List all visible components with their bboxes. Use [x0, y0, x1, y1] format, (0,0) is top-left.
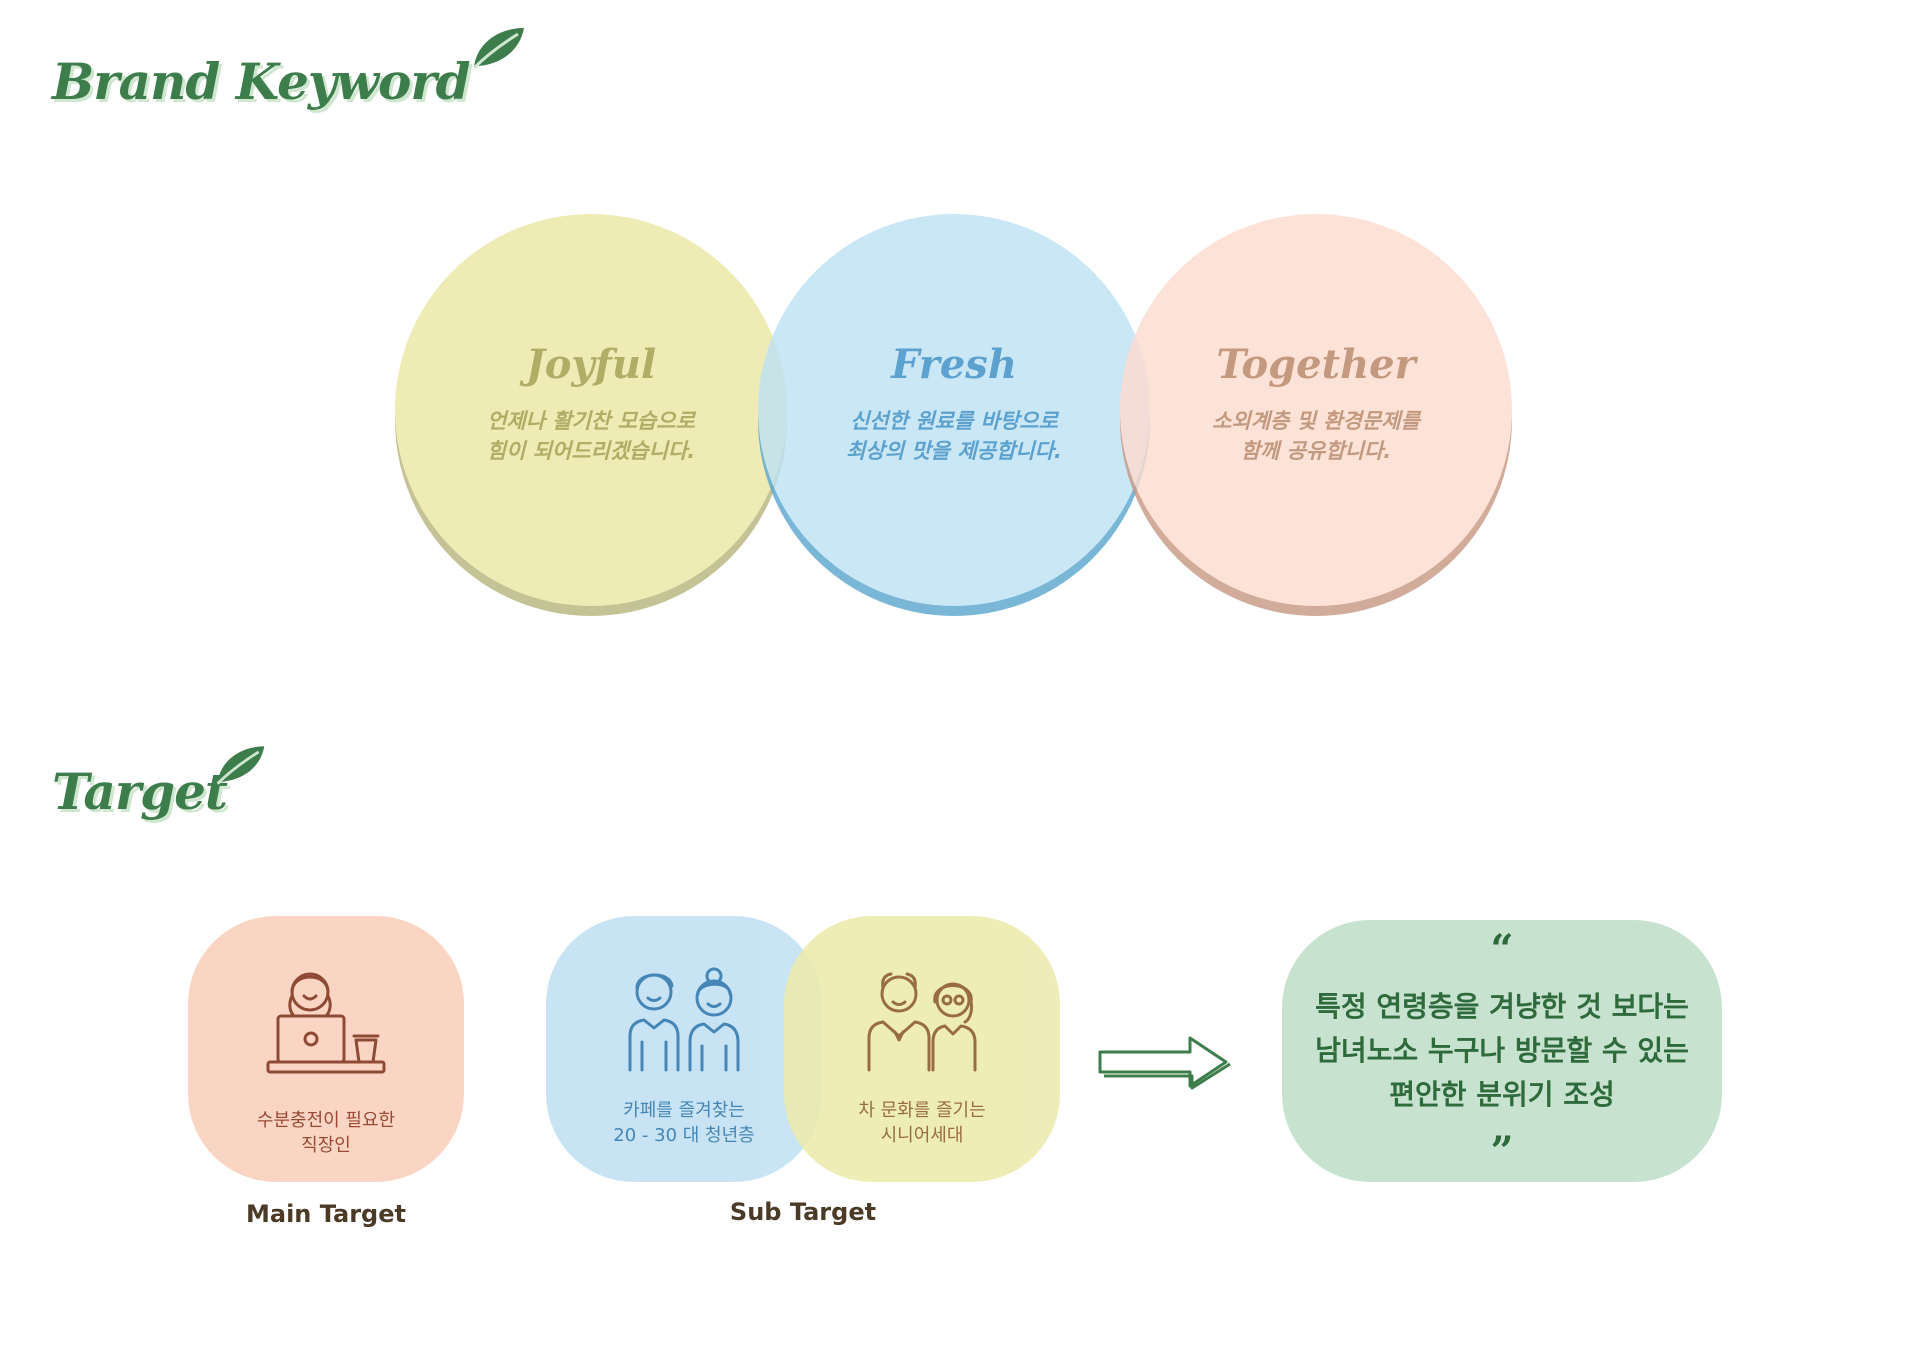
sub-target-senior-line1: 차 문화를 즐기는 [858, 1100, 986, 1121]
sub-target-young-line2: 20 - 30 대 청년층 [613, 1125, 755, 1146]
sub-target-senior-card: 차 문화를 즐기는 시니어세대 [784, 916, 1060, 1182]
keyword-circle-joyful: Joyful 언제나 활기찬 모습으로 힘이 되어드리겠습니다. [395, 214, 787, 606]
main-target-line1: 수분충전이 필요한 [256, 1110, 396, 1131]
sub-target-senior-line2: 시니어세대 [880, 1125, 964, 1146]
main-target-label: 수분충전이 필요한 직장인 [257, 1108, 395, 1158]
keyword-circle-together: Together 소외계층 및 환경문제를 함께 공유합니다. [1120, 214, 1512, 606]
keyword-joyful-line1: 언제나 활기찬 모습으로 [487, 408, 695, 433]
arrow-right-icon [1098, 1036, 1231, 1090]
sub-target-senior-label: 차 문화를 즐기는 시니어세대 [858, 1098, 985, 1148]
quote-close-mark: ” [1490, 1128, 1514, 1175]
target-title: Target [52, 762, 228, 821]
sub-target-caption: Sub Target [729, 1198, 877, 1226]
keyword-fresh: Fresh [891, 340, 1017, 388]
main-target-card: 수분충전이 필요한 직장인 [188, 916, 464, 1182]
keyword-joyful-line2: 힘이 되어드리겠습니다. [486, 438, 696, 463]
quote-open-mark: “ [1490, 926, 1514, 973]
brand-keyword-title: Brand Keyword [52, 52, 471, 111]
leaf-icon [216, 746, 265, 785]
senior-couple-icon [867, 972, 977, 1072]
sub-target-young-card: 카페를 즐겨찾는 20 - 30 대 청년층 [546, 916, 822, 1182]
main-target-line2: 직장인 [301, 1135, 351, 1156]
keyword-together-line2: 함께 공유합니다. [1240, 438, 1392, 463]
keyword-together: Together [1216, 340, 1416, 388]
keyword-joyful: Joyful [525, 340, 657, 388]
target-quote-text: 특정 연령층을 겨냥한 것 보다는 남녀노소 누구나 방문할 수 있는 편안한 … [1315, 990, 1689, 1111]
sub-target-young-label: 카페를 즐겨찾는 20 - 30 대 청년층 [613, 1098, 754, 1148]
keyword-together-line1: 소외계층 및 환경문제를 [1212, 408, 1420, 433]
young-couple-icon [628, 967, 740, 1072]
office-worker-laptop-icon [266, 972, 386, 1074]
keyword-circle-fresh: Fresh 신선한 원료를 바탕으로 최상의 맛을 제공합니다. [758, 214, 1150, 606]
target-quote-box: “ 특정 연령층을 겨냥한 것 보다는 남녀노소 누구나 방문할 수 있는 편안… [1282, 920, 1722, 1182]
leaf-icon [472, 28, 524, 70]
keyword-fresh-line2: 최상의 맛을 제공합니다. [846, 438, 1062, 463]
main-target-caption: Main Target [246, 1200, 406, 1228]
sub-target-young-line1: 카페를 즐겨찾는 [623, 1100, 745, 1121]
keyword-fresh-line1: 신선한 원료를 바탕으로 [850, 408, 1058, 433]
